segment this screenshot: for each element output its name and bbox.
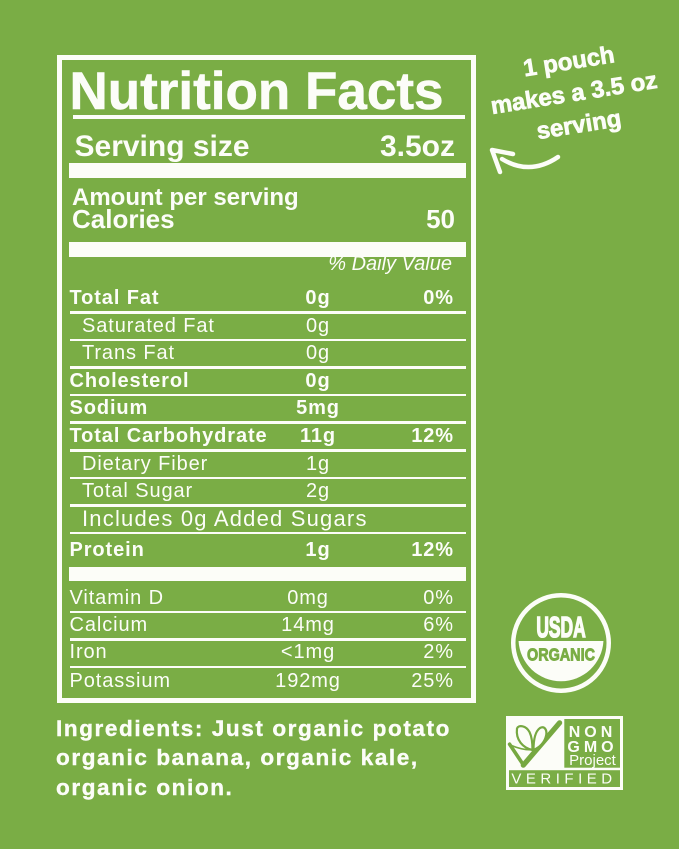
svg-text:NON: NON (569, 724, 617, 741)
svg-text:GMO: GMO (567, 739, 617, 756)
svg-text:USDA: USDA (536, 612, 585, 645)
svg-text:VERIFIED: VERIFIED (511, 771, 616, 788)
svg-text:ORGANIC: ORGANIC (527, 645, 595, 665)
svg-text:Project: Project (569, 752, 617, 769)
